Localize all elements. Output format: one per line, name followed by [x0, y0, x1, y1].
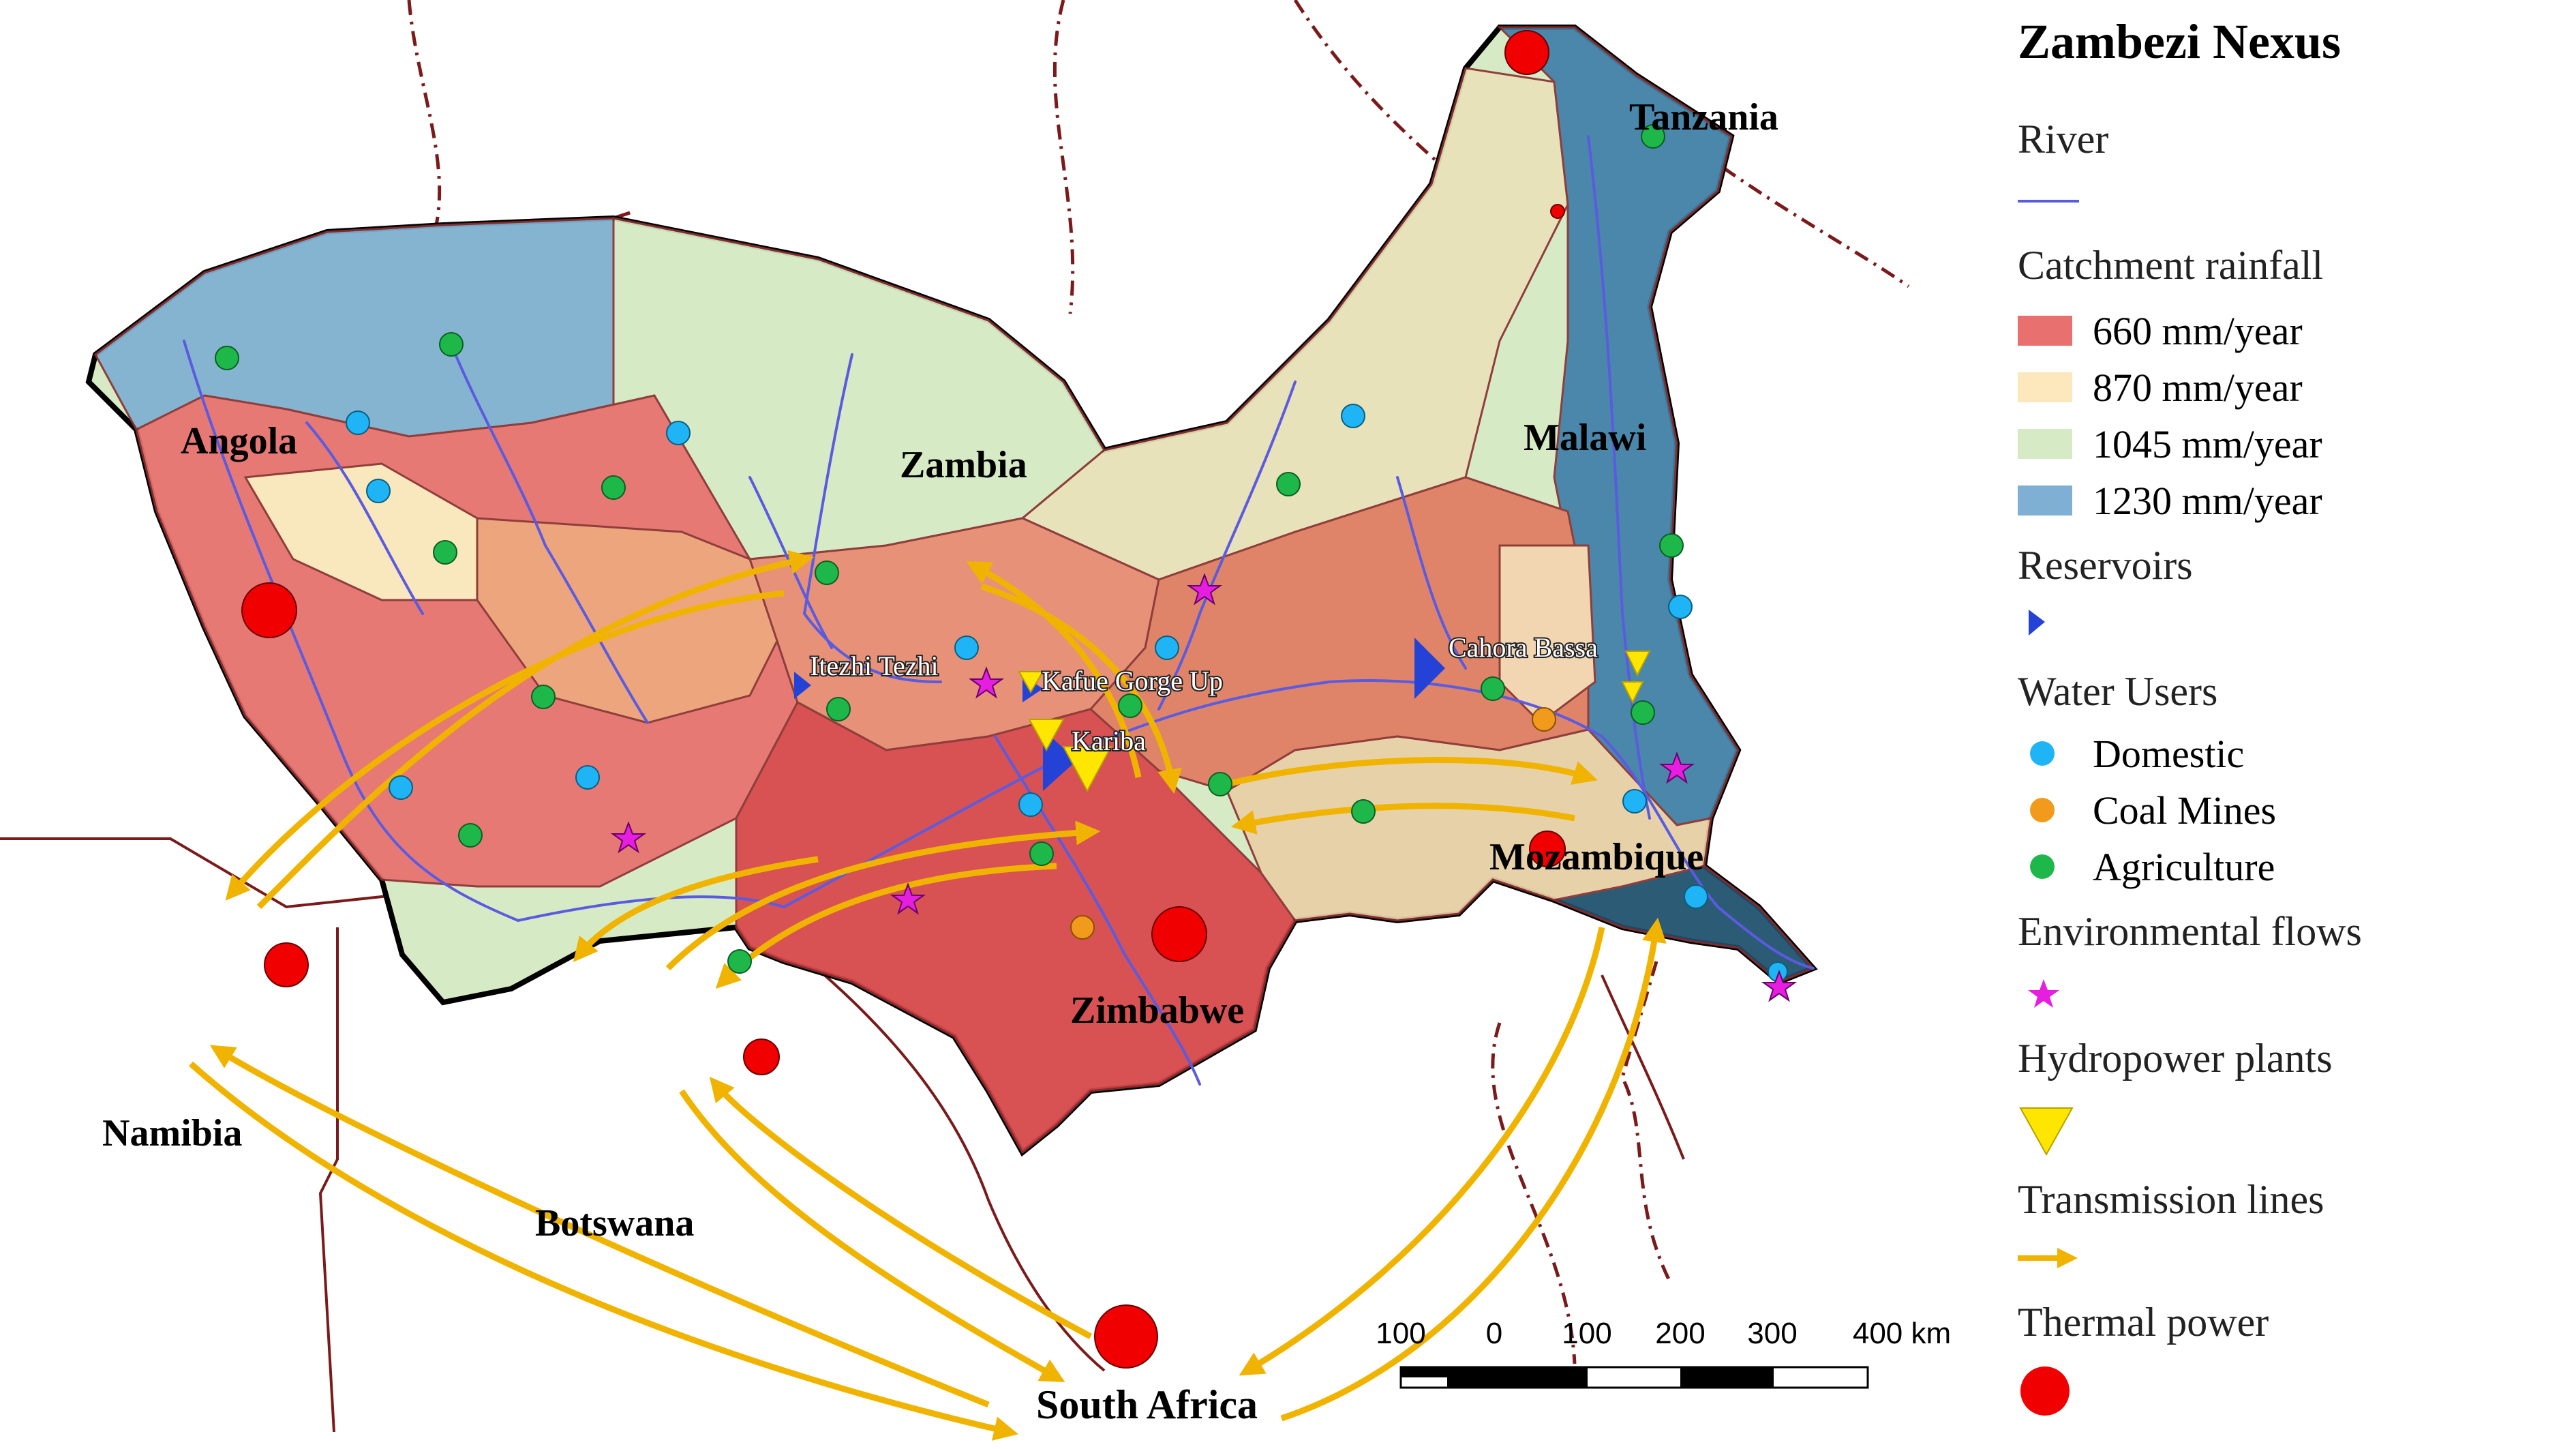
legend-river: River — [2018, 117, 2109, 162]
country-label-tanzania: Tanzania — [1629, 96, 1778, 138]
river-line-icon — [2018, 200, 2079, 203]
site-label-itezhi-tezhi: Itezhi Tezhi — [810, 651, 939, 681]
legend-env-flows: Environmental flows — [2018, 909, 2362, 954]
site-label-kariba: Kariba — [1072, 726, 1146, 756]
reservoir-icon — [2029, 610, 2045, 636]
coal-label: Coal Mines — [2093, 788, 2277, 833]
star-icon — [2028, 979, 2059, 1008]
country-label-south-africa: South Africa — [1036, 1382, 1258, 1427]
country-label-mozambique: Mozambique — [1489, 836, 1703, 878]
hydropower-cahora-bassa-2 — [1621, 681, 1644, 704]
legend-rain-660: 660 mm/year — [2018, 307, 2303, 355]
hydropower-cahora-bassa-1 — [1624, 651, 1651, 677]
scale-tick-5: 400 km — [1853, 1317, 1951, 1350]
rain-1230-label: 1230 mm/year — [2093, 478, 2322, 523]
rain-870-swatch — [2018, 372, 2072, 402]
scale-tick-3: 200 — [1655, 1317, 1705, 1350]
legend-water-users: Water Users — [2018, 669, 2218, 714]
scale-tick-4: 300 — [1747, 1317, 1797, 1350]
legend-catchment-heading: Catchment rainfall — [2018, 243, 2324, 288]
arrow-right-icon — [2018, 1248, 2078, 1268]
country-label-botswana: Botswana — [535, 1202, 694, 1244]
site-label-kafue-gorge-up: Kafue Gorge Up — [1042, 666, 1223, 696]
hydropower-kariba — [1062, 746, 1112, 793]
agriculture-icon — [2030, 854, 2055, 879]
transmission-lines — [189, 550, 1667, 1441]
legend-coal: Coal Mines — [2018, 786, 2276, 834]
country-label-zambia: Zambia — [900, 444, 1027, 486]
legend-agriculture: Agriculture — [2018, 843, 2275, 891]
reservoir-cahora-bassa — [1414, 638, 1445, 699]
triangle-down-icon — [2019, 1107, 2074, 1156]
rain-660-label: 660 mm/year — [2093, 308, 2303, 353]
domestic-icon — [2030, 741, 2055, 766]
country-label-zimbabwe: Zimbabwe — [1070, 989, 1244, 1032]
scale-bar: 100 0 100 200 300 400 km — [1376, 1317, 1951, 1389]
reservoir-kariba — [1043, 730, 1077, 791]
scale-tick-2: 100 — [1562, 1317, 1611, 1350]
coal-icon — [2030, 798, 2055, 822]
scale-tick-1: 0 — [1486, 1317, 1502, 1350]
legend-transmission: Transmission lines — [2018, 1177, 2324, 1222]
reservoir-itezhi-tezhi — [794, 672, 811, 699]
country-label-namibia: Namibia — [102, 1112, 242, 1154]
agriculture-users — [215, 124, 1684, 974]
legend-hydropower: Hydropower plants — [2018, 1036, 2333, 1081]
hydropower-kafue-2 — [1018, 671, 1044, 693]
domestic-users — [346, 404, 1788, 982]
rain-1045-swatch — [2018, 429, 2072, 459]
legend-domestic: Domestic — [2018, 730, 2244, 777]
thermal-icon — [2020, 1366, 2070, 1416]
legend-reservoirs: Reservoirs — [2018, 543, 2193, 588]
rain-1045-label: 1045 mm/year — [2093, 421, 2322, 466]
legend-title: Zambezi Nexus — [2018, 14, 2341, 69]
hydropower-plants — [1018, 651, 1651, 793]
site-label-cahora-bassa: Cahora Bassa — [1449, 632, 1598, 663]
legend-rain-1230: 1230 mm/year — [2018, 477, 2322, 524]
legend: Zambezi Nexus River Catchment rainfall 6… — [2018, 14, 2563, 1439]
rain-870-label: 870 mm/year — [2093, 365, 2303, 410]
scale-tick-0: 100 — [1376, 1317, 1425, 1350]
thermal-power-plants — [241, 30, 1566, 1369]
agriculture-label: Agriculture — [2093, 844, 2275, 889]
country-label-angola: Angola — [181, 420, 297, 462]
domestic-label: Domestic — [2093, 731, 2245, 776]
legend-rain-1045: 1045 mm/year — [2018, 420, 2322, 468]
coal-mines — [1070, 707, 1556, 940]
rain-1230-swatch — [2018, 486, 2072, 516]
legend-rain-870: 870 mm/year — [2018, 363, 2303, 411]
environmental-flows — [610, 573, 1798, 1002]
catchments — [94, 26, 1815, 1154]
country-label-malawi: Malawi — [1524, 417, 1646, 459]
legend-thermal: Thermal power — [2018, 1300, 2269, 1345]
rain-660-swatch — [2018, 316, 2072, 346]
hydropower-kafue — [1028, 719, 1065, 752]
